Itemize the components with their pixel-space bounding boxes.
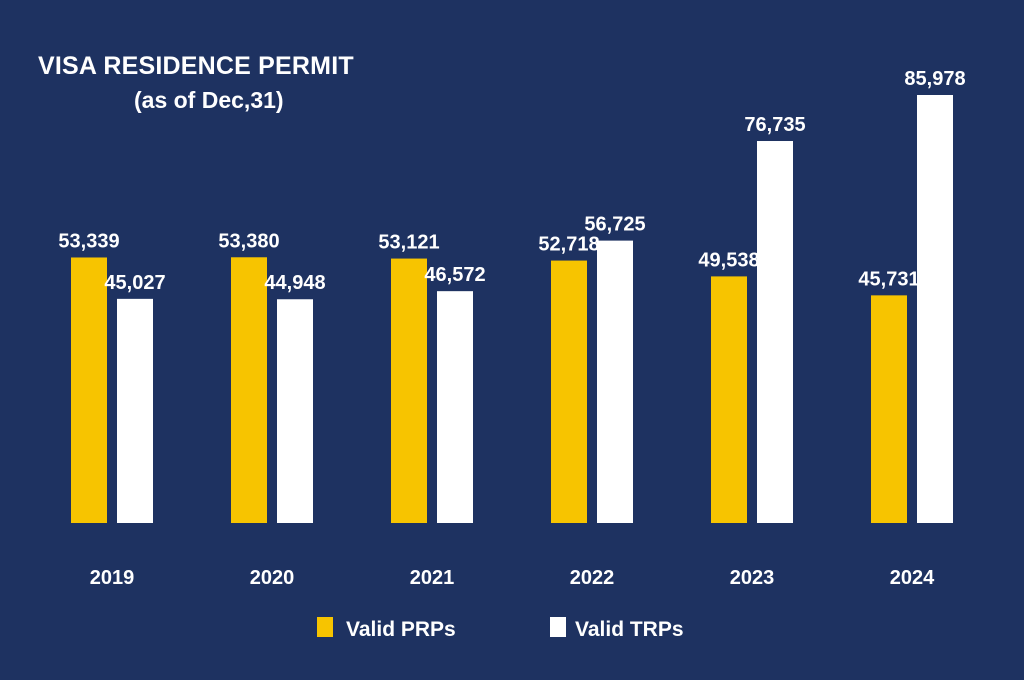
value-label-valid-prps-2019: 53,339: [58, 230, 119, 252]
legend-label-valid-trps: Valid TRPs: [575, 618, 684, 641]
bar-valid-trps-2021: [437, 291, 473, 523]
bar-valid-trps-2020: [277, 299, 313, 523]
bar-valid-prps-2023: [711, 276, 747, 523]
x-tick-label-2020: 2020: [250, 567, 295, 589]
bar-valid-trps-2024: [917, 95, 953, 523]
bar-valid-prps-2022: [551, 260, 587, 523]
x-tick-label-2022: 2022: [570, 567, 615, 589]
x-axis-ticks: 2019 2020 2021 2022 2023 2024: [90, 567, 935, 589]
value-label-valid-trps-2022: 56,725: [584, 214, 645, 236]
x-tick-label-2024: 2024: [890, 567, 935, 589]
legend-swatch-valid-prps: [317, 617, 333, 637]
chart-subtitle: (as of Dec,31): [134, 87, 284, 113]
bar-valid-trps-2023: [757, 141, 793, 523]
value-label-valid-trps-2023: 76,735: [744, 114, 805, 136]
bars-layer: [71, 95, 953, 523]
bar-valid-trps-2022: [597, 240, 633, 523]
value-label-valid-prps-2020: 53,380: [218, 230, 279, 252]
x-tick-label-2019: 2019: [90, 567, 135, 589]
legend-swatch-valid-trps: [550, 617, 566, 637]
bar-valid-trps-2019: [117, 298, 153, 523]
legend: Valid PRPs Valid TRPs: [317, 617, 684, 641]
value-labels-layer: 53,339 45,027 53,380 44,948 53,121 46,572 52,7…: [58, 68, 965, 294]
value-label-valid-prps-2024: 45,731: [858, 268, 919, 290]
value-label-valid-trps-2020: 44,948: [264, 272, 325, 294]
bar-valid-prps-2019: [71, 257, 107, 523]
value-label-valid-prps-2022: 52,718: [538, 234, 599, 256]
legend-label-valid-prps: Valid PRPs: [346, 618, 456, 641]
value-label-valid-trps-2021: 46,572: [424, 264, 485, 286]
bar-valid-prps-2021: [391, 258, 427, 523]
bar-valid-prps-2024: [871, 295, 907, 523]
x-tick-label-2021: 2021: [410, 567, 455, 589]
value-label-valid-trps-2019: 45,027: [104, 272, 165, 294]
x-tick-label-2023: 2023: [730, 567, 775, 589]
chart-title: VISA RESIDENCE PERMIT: [38, 52, 354, 80]
value-label-valid-prps-2023: 49,538: [698, 249, 759, 271]
value-label-valid-prps-2021: 53,121: [378, 232, 439, 254]
value-label-valid-trps-2024: 85,978: [904, 68, 965, 90]
bar-valid-prps-2020: [231, 257, 267, 523]
